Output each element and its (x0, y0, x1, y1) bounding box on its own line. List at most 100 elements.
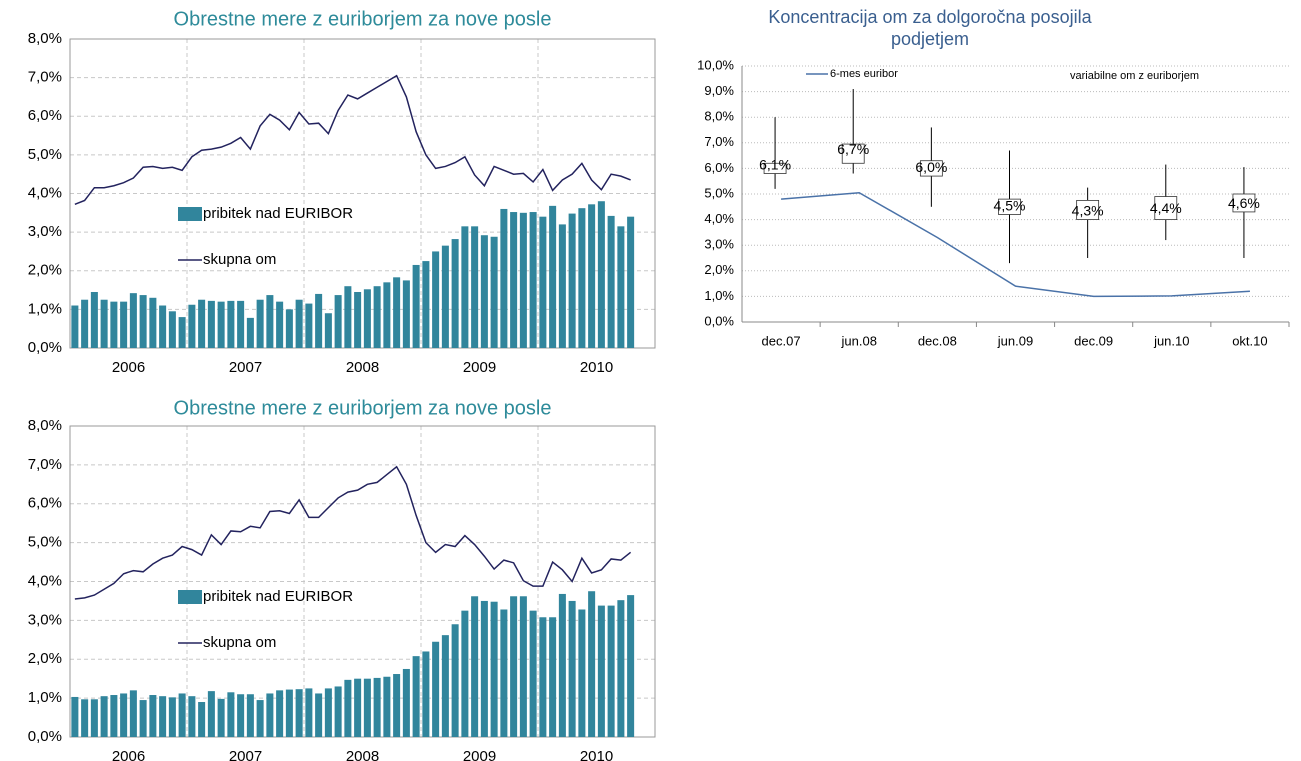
bar (393, 277, 401, 348)
box (1232, 193, 1256, 213)
bar (295, 299, 303, 348)
bar (480, 235, 488, 348)
bar (627, 216, 635, 348)
y-tick-label: 5,0% (28, 534, 62, 551)
y-tick-label: 3,0% (704, 237, 734, 252)
bar (139, 295, 147, 348)
bar (617, 226, 625, 348)
box (919, 160, 943, 177)
bar (100, 299, 108, 348)
y-tick-label: 4,0% (28, 184, 62, 201)
bar (90, 291, 98, 348)
bar (198, 702, 206, 737)
bar (490, 601, 498, 737)
bar (373, 286, 381, 348)
y-tick-label: 3,0% (28, 223, 62, 240)
bar (188, 304, 196, 348)
legend-swatch (178, 207, 202, 221)
bar (149, 297, 157, 348)
x-tick-label: dec.08 (918, 333, 957, 348)
line (781, 191, 1250, 298)
bar (100, 696, 108, 737)
box (841, 143, 865, 164)
bar (198, 299, 206, 348)
bar (471, 596, 479, 737)
bar (363, 289, 371, 348)
y-tick-label: 7,0% (28, 456, 62, 473)
x-tick-label: jun.08 (841, 333, 877, 348)
bar (412, 656, 420, 737)
x-tick-label: dec.09 (1074, 333, 1113, 348)
box (998, 198, 1021, 215)
x-tick-label: jun.09 (997, 333, 1033, 348)
bar (129, 690, 137, 737)
bar (461, 610, 469, 737)
bar (90, 699, 98, 737)
chart-title: Obrestne mere z euriborjem za nove posle (174, 397, 552, 419)
bar (188, 696, 196, 737)
bar (422, 651, 430, 737)
bar (461, 226, 469, 348)
bar (529, 610, 537, 737)
bar (237, 300, 245, 348)
bar (510, 596, 518, 737)
bar (451, 239, 459, 348)
bar (334, 295, 342, 348)
bar (81, 299, 89, 348)
bar (578, 208, 586, 348)
chart-title: Koncentracija om za dolgoročna posojila … (768, 7, 1092, 49)
y-tick-label: 6,0% (28, 107, 62, 124)
y-tick-label: 2,0% (28, 650, 62, 667)
box (1154, 196, 1178, 220)
value-label: 6,1% (759, 157, 791, 173)
value-label: 4,4% (1150, 200, 1182, 216)
bar (207, 300, 215, 348)
y-tick-label: 0,0% (704, 313, 734, 328)
bar (266, 295, 274, 348)
bar (71, 305, 79, 348)
bar (588, 204, 596, 348)
y-tick-label: 0,0% (28, 728, 62, 745)
bar (159, 305, 167, 348)
y-tick-label: 5,0% (28, 146, 62, 163)
bar (607, 605, 615, 737)
bar (510, 212, 518, 348)
bar (207, 691, 215, 737)
bar (120, 301, 128, 348)
bar (237, 694, 245, 737)
chart-title: Obrestne mere z euriborjem za nove posle (174, 8, 552, 30)
bar (558, 593, 566, 737)
y-tick-label: 4,0% (704, 211, 734, 226)
bar (217, 301, 225, 348)
bar (324, 688, 332, 737)
bar (344, 679, 352, 737)
y-tick-label: 5,0% (704, 185, 734, 200)
bar (597, 201, 605, 348)
y-tick-label: 4,0% (28, 572, 62, 589)
bar (597, 605, 605, 737)
bar (451, 624, 459, 737)
y-tick-label: 3,0% (28, 611, 62, 628)
bar (227, 300, 235, 348)
line (74, 74, 631, 206)
x-tick-label: 2010 (580, 748, 613, 761)
x-tick-label: 2009 (463, 359, 496, 376)
bar (305, 688, 313, 737)
bar (607, 215, 615, 348)
bar (178, 317, 186, 348)
bar (256, 700, 264, 737)
y-tick-label: 7,0% (28, 69, 62, 86)
x-tick-label: 2006 (112, 748, 145, 761)
bar (617, 600, 625, 737)
legend-label: variabilne om z euriborjem (1070, 70, 1199, 82)
bar (373, 677, 381, 737)
y-tick-label: 6,0% (28, 495, 62, 512)
bar (285, 309, 293, 348)
y-tick-label: 1,0% (704, 288, 734, 303)
plot-frame (69, 425, 656, 738)
y-tick-label: 8,0% (28, 417, 62, 434)
x-tick-label: 2010 (580, 359, 613, 376)
bar (627, 595, 635, 737)
